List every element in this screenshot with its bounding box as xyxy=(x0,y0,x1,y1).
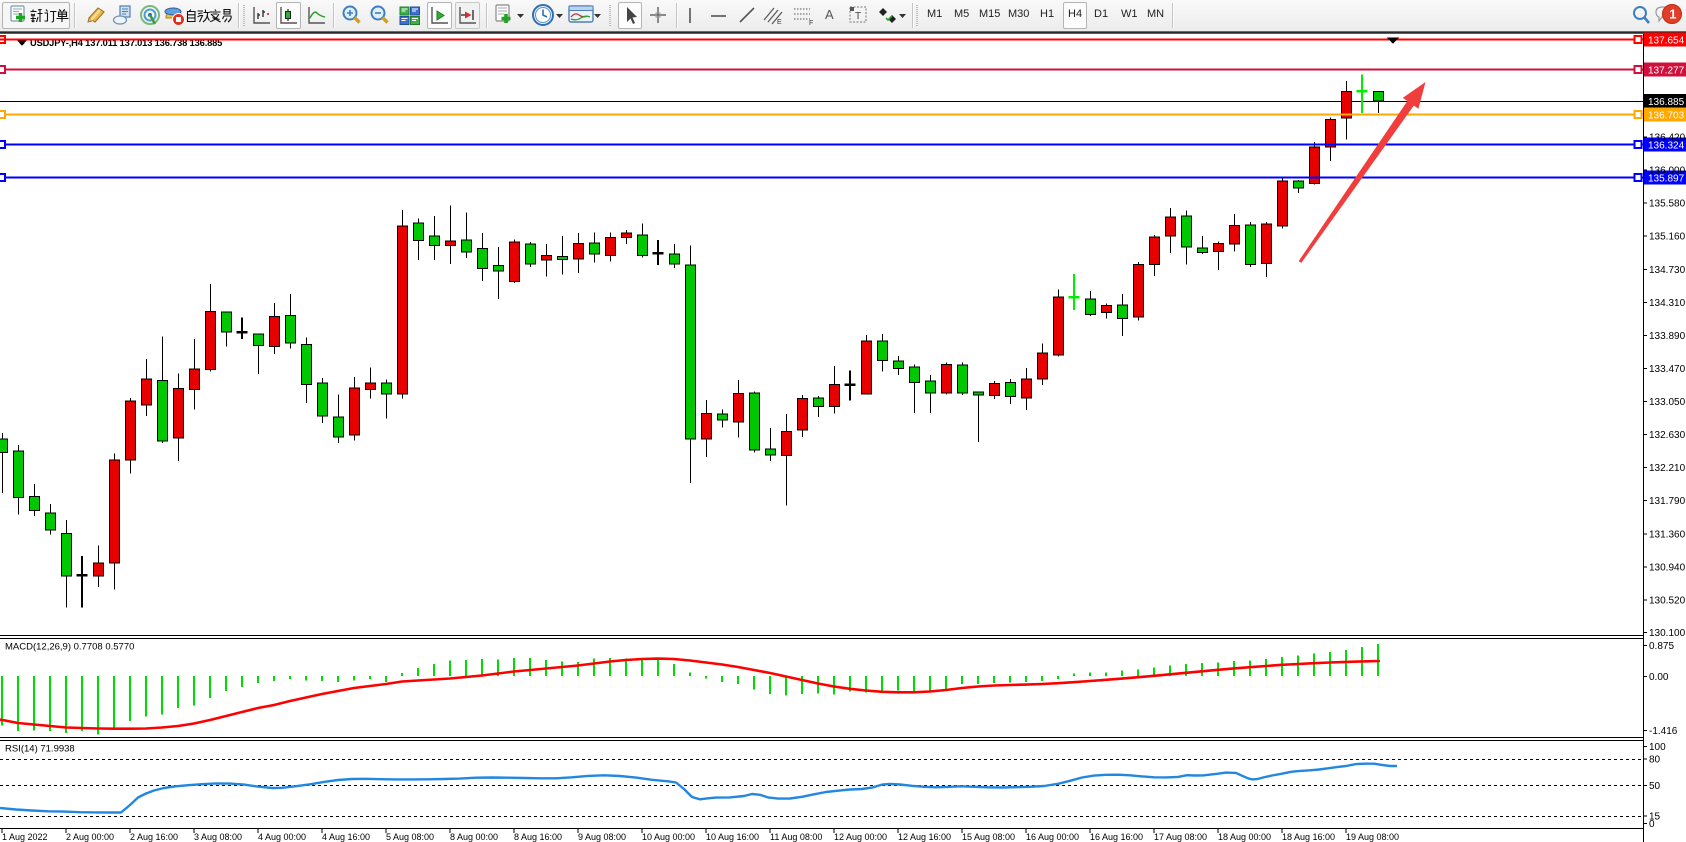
svg-text:10 Aug 16:00: 10 Aug 16:00 xyxy=(706,832,759,842)
svg-text:18 Aug 16:00: 18 Aug 16:00 xyxy=(1282,832,1335,842)
svg-text:135.580: 135.580 xyxy=(1649,199,1686,210)
svg-text:100: 100 xyxy=(1649,742,1666,753)
svg-text:131.790: 131.790 xyxy=(1649,496,1686,507)
svg-text:133.050: 133.050 xyxy=(1649,397,1686,408)
svg-text:MACD(12,26,9) 0.7708 0.5770: MACD(12,26,9) 0.7708 0.5770 xyxy=(5,642,134,653)
svg-text:137.654: 137.654 xyxy=(1648,35,1685,46)
svg-text:136.000: 136.000 xyxy=(1649,166,1686,177)
svg-text:130.100: 130.100 xyxy=(1649,628,1686,639)
svg-text:16 Aug 00:00: 16 Aug 00:00 xyxy=(1026,832,1079,842)
svg-text:0.00: 0.00 xyxy=(1649,672,1669,683)
svg-text:136.703: 136.703 xyxy=(1648,110,1685,121)
svg-text:12 Aug 00:00: 12 Aug 00:00 xyxy=(834,832,887,842)
svg-text:8 Aug 00:00: 8 Aug 00:00 xyxy=(450,832,498,842)
svg-text:RSI(14) 71.9938: RSI(14) 71.9938 xyxy=(5,744,75,755)
svg-text:130.520: 130.520 xyxy=(1649,596,1686,607)
svg-text:136.324: 136.324 xyxy=(1648,140,1685,151)
svg-text:15 Aug 08:00: 15 Aug 08:00 xyxy=(962,832,1015,842)
svg-text:5 Aug 08:00: 5 Aug 08:00 xyxy=(386,832,434,842)
svg-text:15: 15 xyxy=(1649,812,1661,823)
svg-text:8 Aug 16:00: 8 Aug 16:00 xyxy=(514,832,562,842)
svg-text:130.940: 130.940 xyxy=(1649,563,1686,574)
svg-text:18 Aug 00:00: 18 Aug 00:00 xyxy=(1218,832,1271,842)
svg-text:135.160: 135.160 xyxy=(1649,232,1686,243)
svg-text:80: 80 xyxy=(1649,755,1661,766)
svg-text:134.310: 134.310 xyxy=(1649,298,1686,309)
svg-text:E: E xyxy=(777,19,782,26)
svg-text:132.630: 132.630 xyxy=(1649,430,1686,441)
svg-text:9 Aug 08:00: 9 Aug 08:00 xyxy=(578,832,626,842)
svg-text:2 Aug 16:00: 2 Aug 16:00 xyxy=(130,832,178,842)
svg-text:137.277: 137.277 xyxy=(1648,65,1685,76)
svg-text:T: T xyxy=(855,11,861,22)
svg-text:136.420: 136.420 xyxy=(1649,133,1686,144)
svg-text:12 Aug 16:00: 12 Aug 16:00 xyxy=(898,832,951,842)
svg-text:19 Aug 08:00: 19 Aug 08:00 xyxy=(1346,832,1399,842)
svg-text:133.890: 133.890 xyxy=(1649,331,1686,342)
svg-text:135.897: 135.897 xyxy=(1648,173,1685,184)
svg-text:131.360: 131.360 xyxy=(1649,530,1686,541)
svg-text:F: F xyxy=(809,20,813,27)
svg-text:134.730: 134.730 xyxy=(1649,265,1686,276)
svg-text:-1.416: -1.416 xyxy=(1649,726,1678,737)
svg-text:USDJPY-,H4 137.011 137.013 13: USDJPY-,H4 137.011 137.013 136.738 136.8… xyxy=(30,38,222,48)
svg-text:11 Aug 08:00: 11 Aug 08:00 xyxy=(770,832,822,842)
svg-text:17 Aug 08:00: 17 Aug 08:00 xyxy=(1154,832,1207,842)
svg-text:132.210: 132.210 xyxy=(1649,463,1686,474)
svg-text:1: 1 xyxy=(1669,7,1676,22)
svg-text:16 Aug 16:00: 16 Aug 16:00 xyxy=(1090,832,1143,842)
svg-text:133.470: 133.470 xyxy=(1649,364,1686,375)
svg-text:2 Aug 00:00: 2 Aug 00:00 xyxy=(66,832,114,842)
svg-text:50: 50 xyxy=(1649,781,1661,792)
svg-text:4 Aug 16:00: 4 Aug 16:00 xyxy=(322,832,370,842)
svg-text:4 Aug 00:00: 4 Aug 00:00 xyxy=(258,832,306,842)
svg-text:1 Aug 2022: 1 Aug 2022 xyxy=(2,832,48,842)
svg-text:3 Aug 08:00: 3 Aug 08:00 xyxy=(194,832,242,842)
svg-text:136.885: 136.885 xyxy=(1648,97,1685,108)
svg-text:0.875: 0.875 xyxy=(1649,641,1674,652)
svg-text:0: 0 xyxy=(1649,819,1655,830)
svg-text:10 Aug 00:00: 10 Aug 00:00 xyxy=(642,832,695,842)
